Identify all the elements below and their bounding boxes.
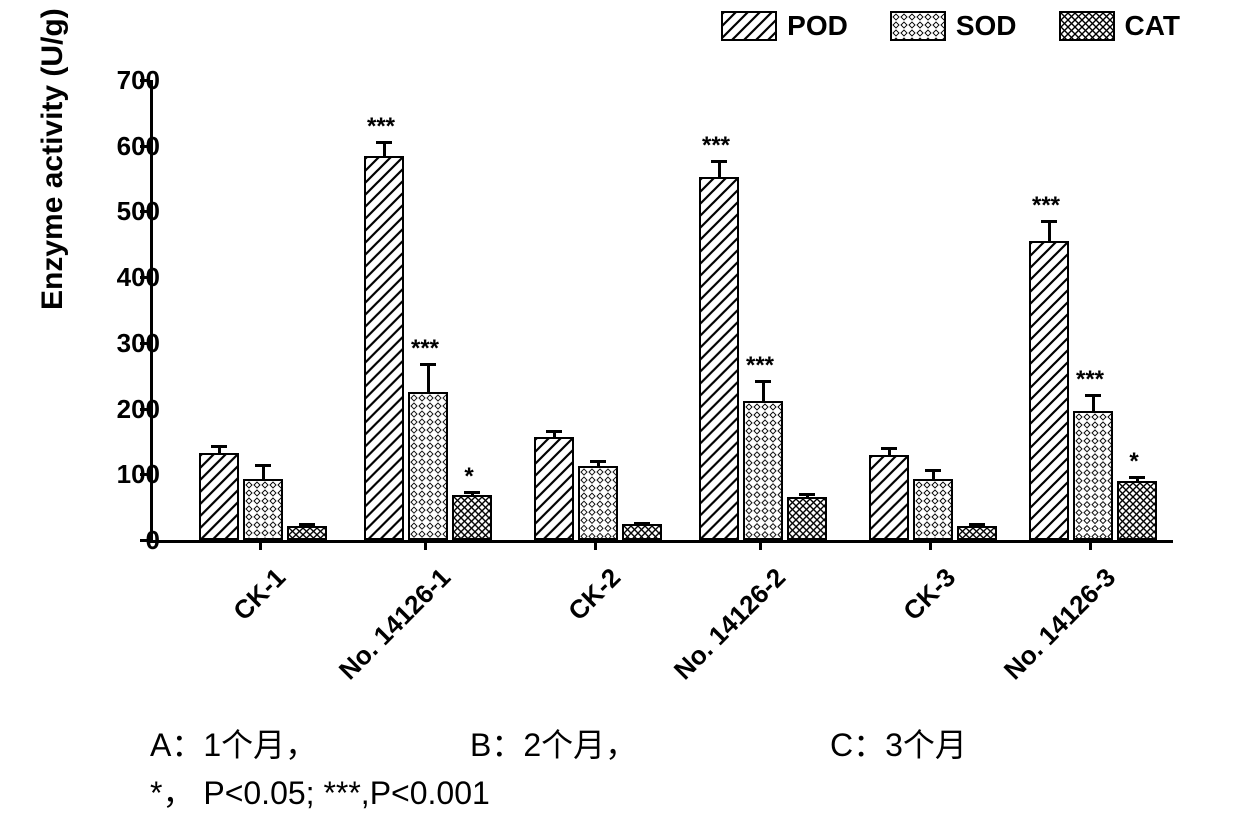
caption-b-letter: B：: [470, 727, 523, 763]
errorbar-cap: [1129, 476, 1145, 479]
caption-stats: *， P<0.05; ***,P<0.001: [150, 768, 490, 814]
errorbar-cap: [969, 523, 985, 526]
errorbar-cap: [590, 460, 606, 463]
bar-sod: [743, 401, 783, 540]
bar-pod: [534, 437, 574, 540]
caption-b: B：2个月，: [470, 720, 637, 766]
xtick-mark: [1089, 540, 1092, 550]
xtick-mark: [259, 540, 262, 550]
chart-legend: POD SOD CAT: [721, 10, 1180, 42]
caption-c-letter: C：: [830, 727, 885, 763]
errorbar-cap: [211, 445, 227, 448]
bar-pod: [199, 453, 239, 540]
errorbar-stem: [1048, 220, 1051, 241]
caption-c: C：3个月: [830, 720, 967, 766]
xtick-mark: [759, 540, 762, 550]
errorbar-cap: [881, 447, 897, 450]
bar-cat: [452, 495, 492, 540]
significance-marker: ***: [746, 352, 774, 380]
significance-marker: ***: [411, 335, 439, 363]
errorbar-cap: [711, 160, 727, 163]
errorbar-cap: [376, 141, 392, 144]
page-root: POD SOD CAT Enzyme activity (U/g) A：1个月，…: [0, 0, 1240, 818]
legend-item-pod: POD: [721, 10, 848, 42]
bar-sod: [243, 479, 283, 540]
caption-a: A：1个月，: [150, 720, 317, 766]
ytick-mark: [140, 408, 150, 411]
xtick-mark: [594, 540, 597, 550]
ytick-mark: [140, 276, 150, 279]
caption-a-letter: A：: [150, 727, 203, 763]
significance-marker: ***: [1076, 366, 1104, 394]
legend-swatch-cat: [1059, 11, 1115, 41]
bar-pod: [699, 177, 739, 540]
y-axis-label: Enzyme activity (U/g): [36, 8, 70, 310]
ytick-mark: [140, 539, 150, 542]
plot-region: [150, 80, 1173, 543]
caption-a-text: 1个月，: [203, 727, 317, 763]
xtick-mark: [929, 540, 932, 550]
ytick-mark: [140, 342, 150, 345]
bar-cat: [787, 497, 827, 540]
bar-sod: [913, 479, 953, 540]
errorbar-cap: [420, 363, 436, 366]
errorbar-cap: [799, 493, 815, 496]
errorbar-stem: [762, 380, 765, 401]
errorbar-stem: [427, 363, 430, 393]
legend-label-sod: SOD: [956, 10, 1017, 42]
significance-marker: *: [1129, 448, 1138, 476]
significance-marker: ***: [367, 113, 395, 141]
bar-sod: [1073, 411, 1113, 540]
legend-swatch-pod: [721, 11, 777, 41]
ytick-mark: [140, 210, 150, 213]
legend-item-cat: CAT: [1059, 10, 1180, 42]
legend-label-pod: POD: [787, 10, 848, 42]
bar-cat: [957, 526, 997, 540]
errorbar-cap: [755, 380, 771, 383]
errorbar-cap: [925, 469, 941, 472]
ytick-mark: [140, 79, 150, 82]
ytick-mark: [140, 473, 150, 476]
errorbar-cap: [634, 522, 650, 525]
caption-b-text: 2个月，: [523, 727, 637, 763]
significance-marker: ***: [1032, 192, 1060, 220]
xtick-mark: [424, 540, 427, 550]
legend-item-sod: SOD: [890, 10, 1017, 42]
errorbar-cap: [255, 464, 271, 467]
chart-area: [150, 80, 1170, 540]
errorbar-cap: [1085, 394, 1101, 397]
bar-pod: [869, 455, 909, 540]
errorbar-cap: [464, 491, 480, 494]
significance-marker: *: [464, 463, 473, 491]
bar-cat: [622, 524, 662, 540]
errorbar-cap: [546, 430, 562, 433]
ytick-mark: [140, 145, 150, 148]
bar-sod: [578, 466, 618, 540]
bar-sod: [408, 392, 448, 540]
errorbar-cap: [299, 523, 315, 526]
bar-pod: [1029, 241, 1069, 540]
bar-pod: [364, 156, 404, 540]
legend-swatch-sod: [890, 11, 946, 41]
caption-c-text: 3个月: [885, 727, 967, 763]
bar-cat: [1117, 481, 1157, 540]
significance-marker: ***: [702, 132, 730, 160]
errorbar-cap: [1041, 220, 1057, 223]
bar-cat: [287, 526, 327, 540]
legend-label-cat: CAT: [1125, 10, 1180, 42]
